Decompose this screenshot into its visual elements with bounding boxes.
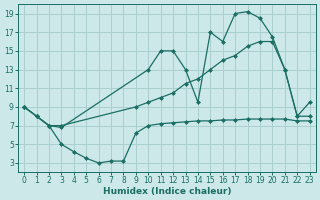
X-axis label: Humidex (Indice chaleur): Humidex (Indice chaleur) [103, 187, 231, 196]
